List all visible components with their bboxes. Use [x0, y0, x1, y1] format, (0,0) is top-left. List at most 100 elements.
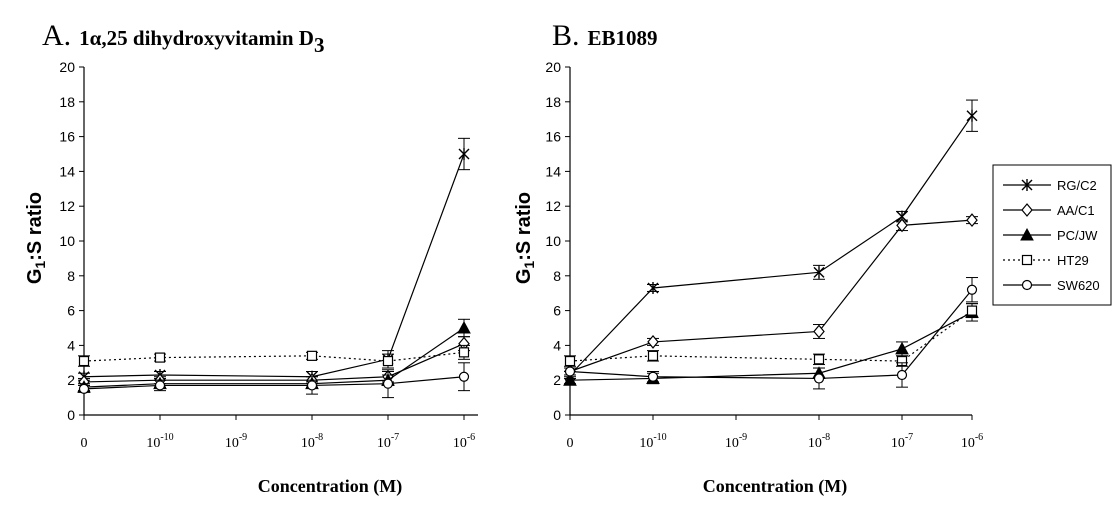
legend-entry: PC/JW: [1003, 227, 1098, 243]
panel-b-data-point: [813, 324, 825, 339]
panel-a-data-point: [78, 355, 90, 367]
panel-b-data-point: [813, 354, 825, 365]
panel-a-series-line: [83, 153, 465, 378]
panel-a-data-point: [458, 347, 470, 358]
panel-b-y-tick-label: 2: [553, 372, 561, 388]
panel-b-data-point: [966, 213, 978, 228]
panel-a-data-point: [458, 371, 470, 382]
panel-a-data-point: [382, 355, 394, 367]
panel-a-title: A. 1α,25 dihydroxyvitamin D3: [42, 19, 324, 57]
panel-b-series-line: [569, 219, 973, 373]
panel-a-data-point: [154, 352, 166, 363]
panel-b-y-tick-label: 20: [545, 59, 561, 75]
panel-b-data-point: [647, 350, 659, 361]
panel-a-y-axis-label: G1:S ratio: [24, 192, 48, 284]
legend-marker: [1021, 179, 1033, 191]
panel-a-data-point: [306, 380, 318, 391]
panel-a-data-point: [306, 350, 318, 361]
panel-a-y-tick-label: 20: [59, 59, 75, 75]
panel-b-data-point: [647, 371, 659, 382]
legend-entry: HT29: [1003, 253, 1089, 268]
panel-b-series-line: [569, 311, 973, 381]
panel-a-y-tick-label: 10: [59, 233, 75, 249]
panel-b-y-tick-label: 10: [545, 233, 561, 249]
panel-b-y-tick-label: 0: [553, 407, 561, 423]
panel-a-y-tick-label: 0: [67, 407, 75, 423]
panel-b-title-text: EB1089: [588, 26, 658, 50]
panel-b-series-line: [569, 310, 973, 362]
legend-label: PC/JW: [1057, 228, 1098, 243]
panel-b-y-tick-label: 18: [545, 94, 561, 110]
panel-b-series-rg-c2: [564, 99, 978, 381]
panel-a-data-point: [154, 380, 166, 391]
panel-a-data-point: [78, 383, 90, 394]
panel-a-series-line: [83, 327, 465, 388]
legend-entry: RG/C2: [1003, 178, 1097, 193]
panel-a-y-tick-label: 16: [59, 129, 75, 145]
panel-b-y-tick-label: 4: [553, 337, 561, 353]
panel-a-data-point: [382, 378, 394, 389]
legend-label: RG/C2: [1057, 178, 1097, 193]
panel-a-series-aa-c1: [78, 336, 470, 389]
legend-label: SW620: [1057, 278, 1100, 293]
legend-label: AA/C1: [1057, 203, 1095, 218]
panel-b-series-line: [569, 115, 973, 376]
panel-a-series-line: [83, 376, 465, 390]
panel-a-x-tick-label: 10-9: [225, 432, 247, 451]
panel-a-x-tick-label: 10-8: [301, 432, 323, 451]
panel-a-series-rg-c2: [78, 137, 470, 383]
panel-a-y-tick-label: 4: [67, 337, 75, 353]
panel-b-series-ht29: [564, 303, 978, 367]
panel-b-data-point: [966, 109, 978, 122]
panel-b-title-letter: B.: [552, 19, 580, 52]
panel-a-series-line: [83, 351, 465, 362]
panel-b-series-sw620: [564, 277, 978, 390]
panel-b-data-point: [896, 369, 908, 381]
panel-b-series-aa-c1: [564, 213, 978, 379]
panel-a-x-tick-label: 10-7: [377, 432, 399, 451]
panel-b-y-axis-label: G1:S ratio: [513, 192, 537, 284]
panel-b-x-tick-label: 10-9: [725, 432, 747, 451]
panel-b-data-point: [813, 266, 825, 279]
panel-a-y-tick-label: 8: [67, 268, 75, 284]
panel-a-x-axis-label: Concentration (M): [258, 476, 402, 497]
panel-a: A. 1α,25 dihydroxyvitamin D3 G1:S ratio C…: [24, 19, 478, 497]
panel-b-x-axis-label: Concentration (M): [703, 476, 847, 497]
legend-marker: [1021, 279, 1033, 291]
panel-b-data-point: [564, 366, 576, 377]
panel-b-y-tick-label: 12: [545, 198, 561, 214]
panel-a-y-tick-label: 6: [67, 303, 75, 319]
panel-b: B. EB1089 G1:S ratio Concentration (M) 0 2…: [513, 19, 983, 497]
panel-b-y-tick-label: 6: [553, 303, 561, 319]
panel-a-x-tick-label: 10-10: [146, 432, 173, 451]
legend-entry: AA/C1: [1003, 203, 1095, 218]
panel-b-data-point: [895, 341, 909, 355]
panel-a-y-tick-label: 18: [59, 94, 75, 110]
panel-b-x-tick-label: 10-6: [961, 432, 983, 451]
panel-b-data-point: [647, 281, 659, 294]
panel-b-data-point: [564, 355, 576, 367]
panel-b-x-tick-label: 10-8: [808, 432, 830, 451]
panel-b-title: B. EB1089: [552, 19, 658, 52]
panel-a-series-ht29: [78, 344, 470, 369]
panel-b-x-tick-label: 10-7: [891, 432, 913, 451]
panel-a-data-point: [457, 320, 471, 334]
panel-b-x-tick-label: 10-10: [639, 432, 666, 451]
panel-b-data-point: [896, 218, 908, 233]
panel-a-data-point: [458, 148, 470, 160]
panel-a-series-sw620: [78, 362, 470, 399]
panel-a-x-tick-label: 0: [81, 436, 88, 451]
panel-b-data-point: [647, 334, 659, 349]
panel-b-y-tick-label: 16: [545, 129, 561, 145]
panel-b-data-point: [966, 284, 978, 295]
legend-entry: SW620: [1003, 278, 1100, 293]
panel-a-title-text: 1α,25 dihydroxyvitamin D: [79, 26, 314, 50]
panel-b-data-point: [966, 305, 978, 316]
panel-a-y-tick-label: 14: [59, 163, 75, 179]
legend-marker: [1021, 254, 1033, 266]
legend-marker: [1020, 227, 1034, 241]
legend: RG/C2 AA/C1 PC/JW HT29 SW620: [992, 164, 1112, 306]
legend-label: HT29: [1057, 253, 1089, 268]
legend-marker: [1021, 203, 1033, 217]
panel-b-y-tick-label: 14: [545, 163, 561, 179]
